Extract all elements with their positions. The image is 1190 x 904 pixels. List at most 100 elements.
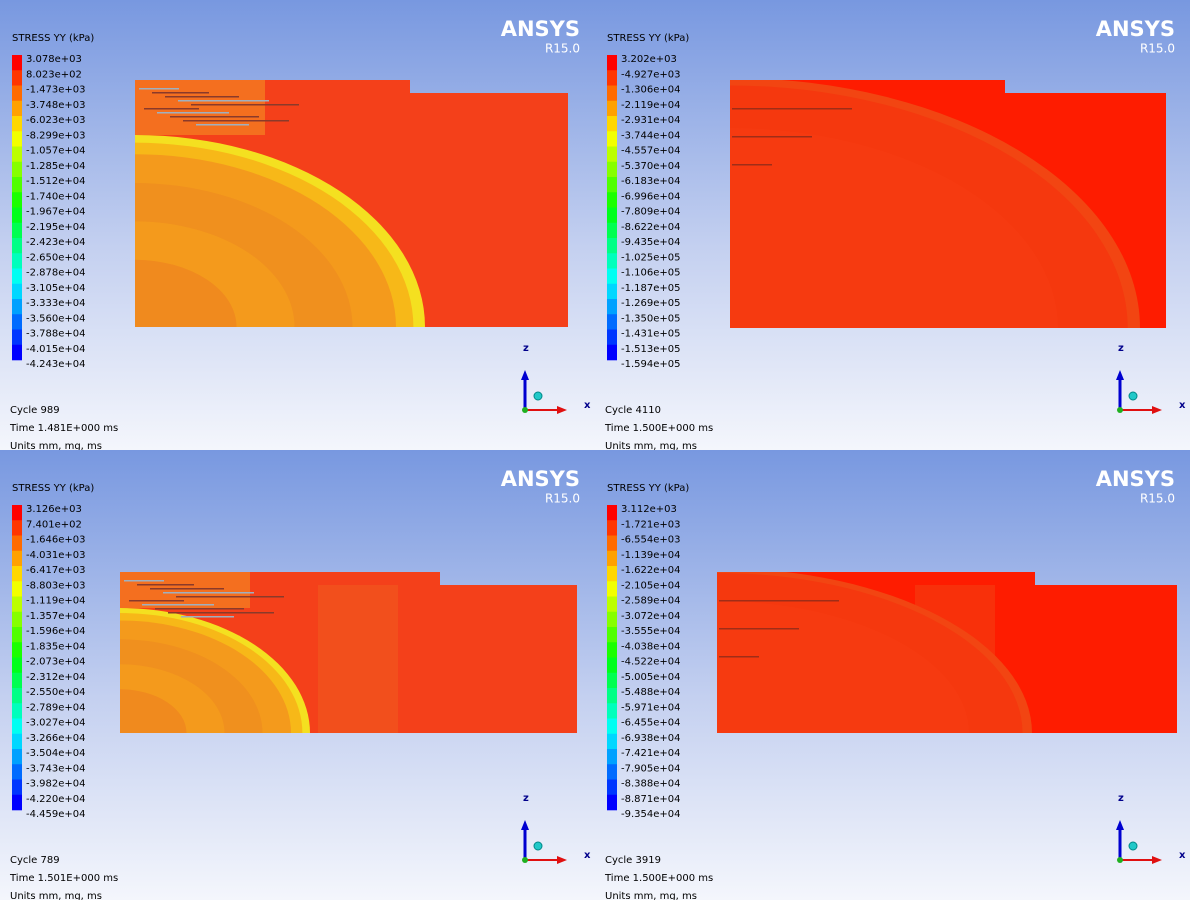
legend-label: -1.350e+05 <box>621 313 681 324</box>
legend-color-band <box>12 100 22 117</box>
legend-label: -1.473e+03 <box>26 85 86 96</box>
legend-color-band <box>12 779 22 796</box>
legend-label: -1.119e+04 <box>26 596 86 607</box>
legend-label: -6.554e+03 <box>621 535 681 546</box>
contour-streak <box>157 112 229 114</box>
contour-streak <box>732 164 772 166</box>
legend-label: -1.025e+05 <box>621 252 681 263</box>
legend-color-band <box>607 596 617 613</box>
legend-color-band <box>12 344 22 361</box>
panel: STRESS YY (kPa) 3.112e+03 -1.721e+03 -6.554… <box>595 450 1190 902</box>
legend-color-band <box>607 566 617 582</box>
contour-region <box>717 601 969 733</box>
legend-color-band <box>12 642 22 658</box>
legend-color-band <box>12 733 22 750</box>
legend-label: -2.550e+04 <box>26 687 86 698</box>
contour-streak <box>170 116 259 118</box>
legend-color-band <box>12 566 22 582</box>
legend-color-band <box>12 329 22 346</box>
contour-streak <box>139 88 179 90</box>
legend-color-band <box>12 764 22 780</box>
x-axis-head <box>1152 856 1162 864</box>
contour-streak <box>124 580 164 582</box>
legend-label: -3.266e+04 <box>26 733 86 744</box>
legend-label: -2.789e+04 <box>26 702 86 713</box>
legend-color-band <box>12 596 22 613</box>
legend-color-band <box>607 764 617 780</box>
contour-band <box>318 585 398 733</box>
legend-color-band <box>607 146 617 163</box>
legend-color-band <box>607 207 617 224</box>
z-axis-label: z <box>1118 793 1124 804</box>
contour-streak <box>181 616 234 618</box>
legend-color-band <box>12 688 22 704</box>
legend-label: 8.023e+02 <box>26 69 82 80</box>
legend-title: STRESS YY (kPa) <box>12 483 94 494</box>
legend-color-band <box>607 222 617 239</box>
contour-plot <box>120 572 577 733</box>
z-axis-head <box>521 820 529 830</box>
legend-label: 7.401e+02 <box>26 519 82 530</box>
legend-label: -3.027e+04 <box>26 718 86 729</box>
legend-color-band <box>12 550 22 567</box>
contour-region <box>135 259 237 327</box>
legend-label: -3.982e+04 <box>26 779 86 790</box>
legend-color-band <box>12 253 22 269</box>
legend-color-band <box>607 161 617 178</box>
legend-color-band <box>607 779 617 796</box>
time-info: Time 1.500E+000 ms <box>604 423 713 434</box>
panel: STRESS YY (kPa) 3.126e+03 7.401e+02 -1.646e… <box>0 450 595 902</box>
legend-label: -2.931e+04 <box>621 115 681 126</box>
legend-color-band <box>607 253 617 269</box>
legend-label: -7.905e+04 <box>621 763 681 774</box>
legend-label: -1.139e+04 <box>621 550 681 561</box>
legend-color-band <box>12 131 22 147</box>
legend-color-band <box>607 505 617 521</box>
contour-streak <box>732 136 812 138</box>
contour-streak <box>191 104 299 106</box>
legend-label: -2.195e+04 <box>26 222 86 233</box>
legend-color-band <box>12 520 22 536</box>
legend-label: -8.299e+03 <box>26 130 86 141</box>
contour-streak <box>176 596 284 598</box>
legend-color-band <box>607 55 617 71</box>
legend-label: -1.740e+04 <box>26 191 86 202</box>
legend-color-band <box>12 749 22 765</box>
legend-label: -2.105e+04 <box>621 580 681 591</box>
legend-color-band <box>607 116 617 132</box>
legend-label: -3.744e+04 <box>621 130 681 141</box>
legend-label: -4.522e+04 <box>621 657 681 668</box>
legend-label: -1.057e+04 <box>26 146 86 157</box>
legend-color-band <box>607 718 617 735</box>
z-axis-label: z <box>523 793 529 804</box>
contour-region <box>730 128 1058 328</box>
cycle-info: Cycle 3919 <box>605 855 661 866</box>
panel: STRESS YY (kPa) 3.078e+03 8.023e+02 -1.473e… <box>0 0 595 452</box>
contour-streak <box>142 604 214 606</box>
legend-color-band <box>607 100 617 117</box>
legend-color-band <box>12 299 22 315</box>
legend-label: -3.743e+04 <box>26 763 86 774</box>
legend-color-band <box>12 718 22 735</box>
legend-color-band <box>12 192 22 208</box>
legend-title: STRESS YY (kPa) <box>607 483 689 494</box>
origin-dot <box>522 857 528 863</box>
z-axis-label: z <box>1118 343 1124 354</box>
legend-color-band <box>607 672 617 689</box>
time-info: Time 1.500E+000 ms <box>604 873 713 884</box>
legend-color-band <box>607 657 617 674</box>
contour-plot <box>717 572 1177 733</box>
contour-streak <box>178 100 269 102</box>
legend-label: -6.996e+04 <box>621 191 681 202</box>
legend-label: -4.031e+03 <box>26 550 86 561</box>
legend-color-band <box>607 238 617 254</box>
contour-streak <box>165 96 239 98</box>
contour-plot <box>135 80 568 327</box>
legend-label: -4.015e+04 <box>26 344 86 355</box>
version: R15.0 <box>545 492 580 506</box>
x-axis-head <box>557 856 567 864</box>
origin-dot <box>522 407 528 413</box>
contour-region <box>120 664 225 733</box>
legend-color-band <box>12 222 22 239</box>
legend-label: -5.370e+04 <box>621 161 681 172</box>
